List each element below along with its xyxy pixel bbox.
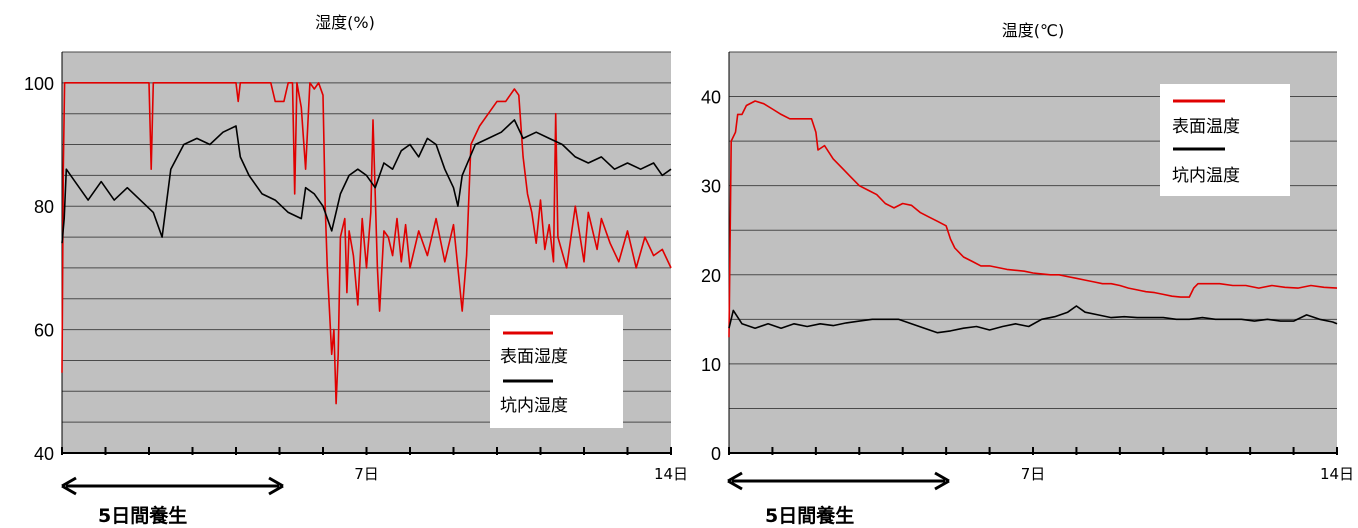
- humidity-series-line-surface: [61, 82, 672, 405]
- temperature-series-line-pit: [728, 305, 1338, 334]
- legend-label-pit-humidity: 坑内湿度: [500, 396, 568, 416]
- curing-arrow-head-left: [727, 471, 743, 491]
- x-tick-label: 14日: [654, 465, 688, 483]
- legend-label-surface-humidity: 表面湿度: [500, 347, 568, 367]
- humidity-series-line-pit: [61, 119, 672, 244]
- curing-period-label: 5日間養生: [98, 504, 187, 527]
- y-tick-label: 30: [701, 177, 721, 197]
- temperature-series-line-surface: [728, 100, 1338, 338]
- x-tick-label: 7日: [354, 465, 379, 483]
- legend-label-pit-temperature: 坑内温度: [1172, 166, 1240, 186]
- temperature-chart: 温度(℃) 0 10 20 30 40 7日 14日 表面温度 坑内温度 5日間養生: [701, 21, 1354, 527]
- humidity-series: [61, 82, 672, 405]
- temperature-curing-annotation: 5日間養生: [727, 471, 950, 527]
- curing-arrow-head-right: [934, 471, 950, 491]
- temperature-chart-title: 温度(℃): [1002, 21, 1064, 40]
- temperature-x-axis: 7日 14日: [728, 52, 1354, 483]
- humidity-y-tick-labels: 40 60 80 100: [24, 74, 54, 464]
- y-tick-label: 40: [34, 444, 54, 464]
- curing-period-label: 5日間養生: [765, 504, 854, 527]
- y-tick-label: 60: [34, 321, 54, 341]
- y-tick-label: 40: [701, 88, 721, 108]
- y-tick-label: 20: [701, 266, 721, 286]
- y-tick-label: 100: [24, 74, 54, 94]
- humidity-legend: 表面湿度 坑内湿度: [490, 315, 623, 428]
- temperature-series: [728, 100, 1338, 338]
- legend-label-surface-temperature: 表面温度: [1172, 117, 1240, 137]
- curing-arrow-head-left: [61, 476, 77, 496]
- y-tick-label: 0: [711, 444, 721, 464]
- curing-arrow-head-right: [268, 476, 284, 496]
- x-tick-label: 7日: [1021, 465, 1046, 483]
- humidity-chart: 湿度(%) 40 60 80 100 7日 14日 表面湿度 坑内湿度 5日間養生: [24, 13, 688, 527]
- x-tick-label: 14日: [1320, 465, 1354, 483]
- temperature-y-tick-labels: 0 10 20 30 40: [701, 88, 721, 464]
- humidity-gridlines: [62, 51, 671, 423]
- humidity-chart-title: 湿度(%): [315, 13, 375, 32]
- temperature-legend-box: [1160, 84, 1290, 196]
- y-tick-label: 80: [34, 197, 54, 217]
- humidity-curing-annotation: 5日間養生: [61, 476, 284, 527]
- y-tick-label: 10: [701, 355, 721, 375]
- temperature-legend: 表面温度 坑内温度: [1160, 84, 1290, 196]
